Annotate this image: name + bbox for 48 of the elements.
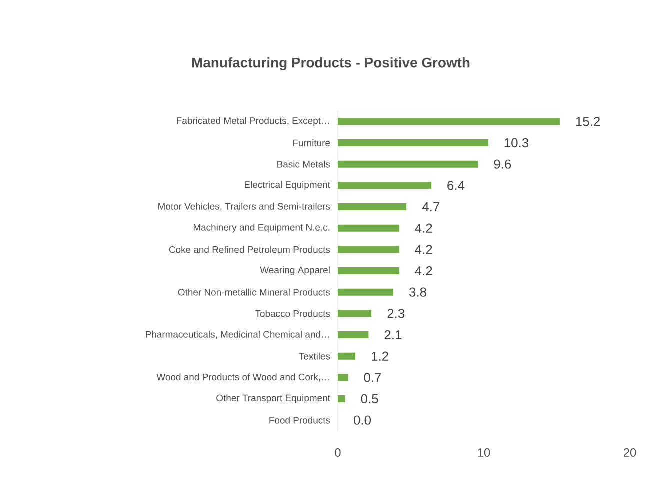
y-tick-label: Motor Vehicles, Trailers and Semi-trailers — [158, 202, 330, 212]
data-label: 6.4 — [448, 181, 465, 190]
bar — [338, 352, 356, 360]
data-label: 9.6 — [494, 160, 512, 169]
bar — [338, 268, 400, 274]
y-tick-label: Electrical Equipment — [244, 181, 330, 190]
y-tick-label: Textiles — [299, 352, 330, 360]
y-tick-label: Fabricated Metal Products, Except… — [177, 117, 330, 126]
data-label: 10.3 — [504, 138, 529, 148]
bar — [338, 182, 432, 190]
data-label: 0.0 — [354, 416, 372, 425]
data-label: 0.7 — [364, 373, 382, 382]
y-tick-label: Wood and Products of Wood and Cork,… — [156, 374, 330, 382]
data-label: 4.2 — [415, 224, 432, 233]
x-tick-label: 20 — [624, 448, 636, 457]
data-label: 15.2 — [576, 117, 600, 126]
x-tick-label: 10 — [478, 448, 490, 457]
bar — [338, 288, 394, 296]
data-label: 3.8 — [410, 288, 426, 297]
data-label: 2.1 — [384, 330, 402, 340]
y-tick-label: Food Products — [270, 416, 330, 424]
bar — [338, 160, 478, 168]
bar — [338, 204, 407, 210]
y-tick-label: Basic Metals — [278, 160, 330, 168]
y-tick-label: Tobacco Products — [255, 310, 330, 318]
data-label: 4.2 — [415, 266, 432, 276]
y-tick-label: Coke and Refined Petroleum Products — [169, 246, 330, 254]
y-tick-label: Other Transport Equipment — [216, 394, 330, 404]
bar — [338, 224, 400, 232]
bar — [338, 246, 400, 254]
bar — [338, 332, 369, 339]
data-label: 1.2 — [372, 352, 388, 361]
data-label: 4.7 — [422, 202, 440, 212]
bar — [338, 118, 560, 126]
bar — [338, 374, 348, 382]
data-label: 0.5 — [361, 394, 378, 404]
y-tick-label: Wearing Apparel — [260, 266, 330, 276]
y-tick-label: Furniture — [293, 140, 330, 146]
y-tick-label: Machinery and Equipment N.e.c. — [194, 224, 330, 233]
bar — [338, 310, 372, 318]
x-tick-label: 0 — [335, 448, 341, 457]
bar — [338, 396, 346, 403]
y-tick-label: Pharmaceuticals, Medicinal Chemical and… — [146, 330, 330, 340]
y-tick-label: Other Non-metallic Mineral Products — [178, 288, 330, 296]
chart-title: Manufacturing Products - Positive Growth — [192, 57, 470, 71]
bar — [338, 140, 488, 146]
data-label: 2.3 — [388, 309, 405, 318]
data-label: 4.2 — [415, 245, 432, 254]
